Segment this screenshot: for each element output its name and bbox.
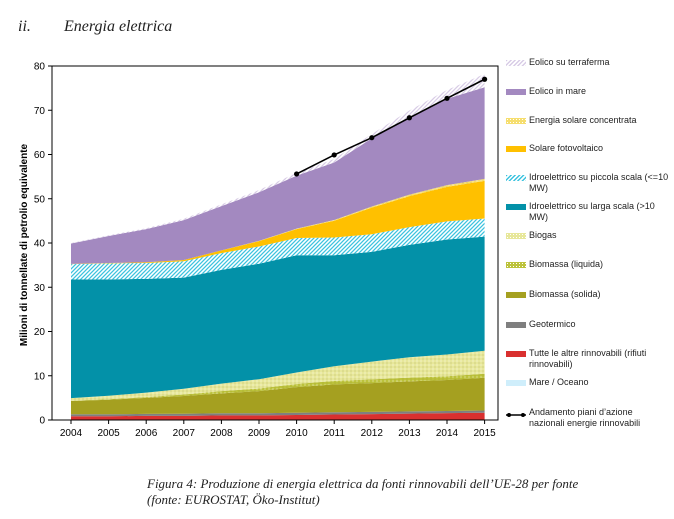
legend-label: Eolico su terraferma [529,57,610,67]
trend-point [294,171,300,177]
legend-swatch [506,292,526,298]
y-tick-label: 60 [34,150,46,161]
stacked-area-chart: 0 10 20 30 40 50 60 70 80 2004 2005 2006 2007 2008 200… [19,62,499,439]
legend-label: Mare / Oceano [529,377,589,387]
x-tick-label: 2013 [398,428,421,439]
y-tick-label: 70 [34,106,46,117]
trend-point [482,76,488,82]
area-idroelettrico-su-piccola-scala-10-mw [71,218,485,280]
x-tick-label: 2011 [323,428,345,439]
x-tick-label: 2014 [436,428,459,439]
trend-line-layer [294,76,488,177]
legend-swatch [506,60,526,66]
legend-label: Andamento piani d’azione nazionali energ… [529,407,641,428]
legend-label: Geotermico [529,319,576,329]
section-title: Energia elettrica [64,18,173,35]
legend-swatch [506,175,526,181]
x-tick-label: 2008 [210,428,233,439]
y-tick-label: 30 [34,283,46,294]
x-tick-label: 2006 [135,428,158,439]
area-energia-solare-concentrata [71,178,485,264]
trend-point [331,152,337,158]
section-heading: ii. Energia elettrica [18,18,172,36]
y-tick-label: 10 [34,371,46,382]
legend-label: Biomassa (solida) [529,289,601,299]
area-layers [71,74,485,420]
legend-swatch [506,322,526,328]
x-tick-label: 2004 [60,428,83,439]
legend-label: Biomassa (liquida) [529,259,604,269]
legend-swatch [506,410,526,417]
chart-axes: 0 10 20 30 40 50 60 70 80 2004 2005 2006 2007 2008 200… [34,62,499,439]
x-tick-label: 2009 [248,428,271,439]
legend-label: Solare fotovoltaico [529,143,604,153]
legend-swatch [506,89,526,95]
legend-label: Biogas [529,230,557,240]
area-biomassa-liquida [71,373,485,402]
y-tick-label: 20 [34,327,46,338]
caption-line-1: Figura 4: Produzione di energia elettric… [147,476,579,491]
legend-swatch [506,146,526,152]
area-biogas [71,350,485,401]
y-tick-label: 0 [39,416,45,427]
y-tick-label: 50 [34,194,46,205]
legend-swatch [506,204,526,210]
legend-label: Idroelettrico su piccola scala (<=10 MW) [529,172,669,193]
x-tick-label: 2015 [473,428,496,439]
area-tutte-le-altre-rinnovabili-rifiuti-rinnovabili [71,412,485,420]
legend-label: Idroelettrico su larga scala (>10 MW) [529,201,655,222]
legend-swatch [506,233,526,239]
x-tick-label: 2007 [173,428,196,439]
figure-caption: Figura 4: Produzione di energia elettric… [147,476,667,508]
trend-point [369,135,375,141]
x-tick-label: 2012 [361,428,384,439]
y-tick-label: 80 [34,62,46,73]
legend-label: Tutte le altre rinnovabili (rifiuti rinn… [529,348,647,369]
area-solare-fotovoltaico [71,180,485,265]
legend-swatch [506,351,526,357]
x-tick-label: 2005 [97,428,120,439]
legend-swatch [506,380,526,386]
y-tick-label: 40 [34,239,46,250]
trend-line [296,78,485,175]
legend-label: Eolico in mare [529,86,587,96]
trend-point [444,95,450,101]
area-geotermico [71,410,485,417]
trend-point [406,115,412,121]
legend-swatch [506,262,526,268]
x-tick-label: 2010 [285,428,308,439]
legend-label: Energia solare concentrata [529,115,637,125]
caption-line-2: (fonte: EUROSTAT, Öko-Institut) [147,492,320,507]
section-number: ii. [18,18,31,35]
area-idroelettrico-su-larga-scala-10-mw [71,236,485,399]
area-eolico-in-mare [71,87,485,264]
area-biomassa-solida [71,377,485,415]
y-axis-title: Milioni di tonnellate di petrolio equiva… [19,143,30,346]
legend-swatch [506,118,526,124]
